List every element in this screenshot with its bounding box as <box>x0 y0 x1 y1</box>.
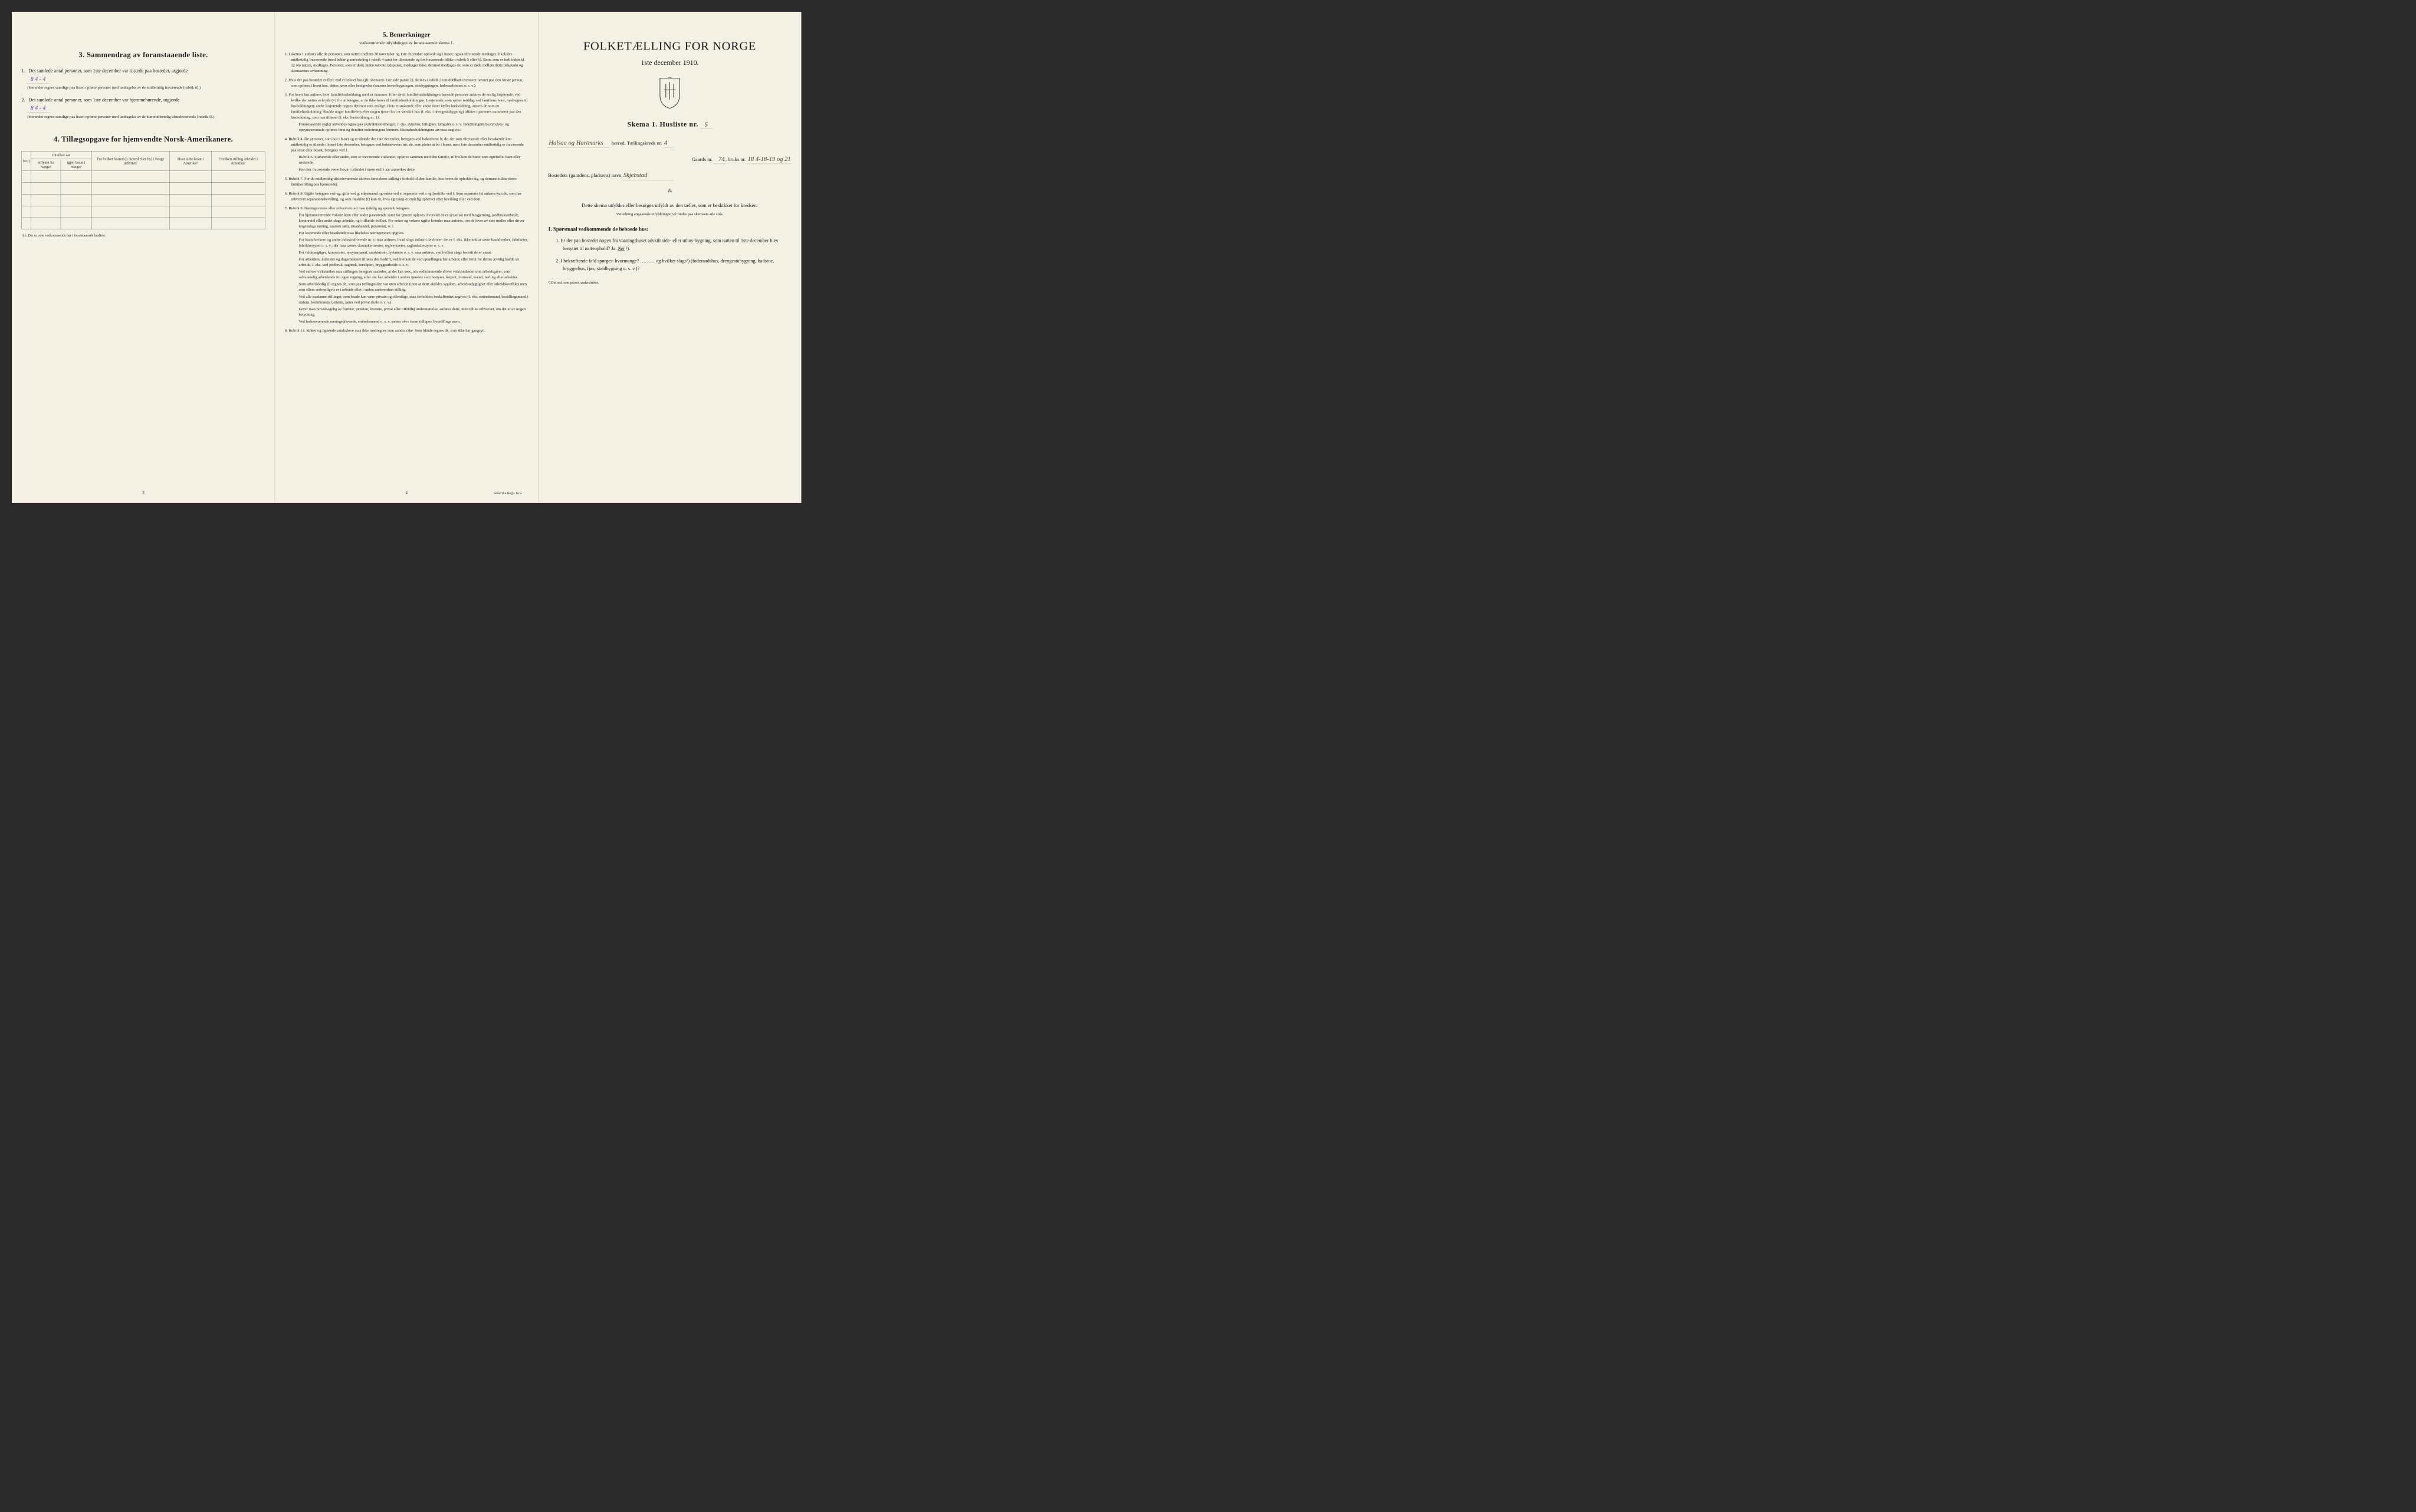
remark-item: 4. Rubrik 4. De personer, som bor i huse… <box>285 136 528 172</box>
bruks-label: bruks nr. <box>728 156 746 162</box>
table-body <box>22 171 265 229</box>
panel-right: FOLKETÆLLING FOR NORGE 1ste december 191… <box>538 12 801 503</box>
th-position: I hvilken stilling arbeidet i Amerika? <box>211 152 265 171</box>
skema-label: Skema 1. Husliste nr. <box>627 120 698 128</box>
question-block: 1. Spørsmaal vedkommende de beboede hus:… <box>548 226 792 273</box>
item-number: 1. <box>22 67 28 74</box>
husliste-nr: 5 <box>701 121 713 129</box>
table-row <box>22 194 265 206</box>
gaards-label: Gaards nr. <box>692 156 713 162</box>
remark-item: 5. Rubrik 7. For de midlertidig tilstede… <box>285 176 528 187</box>
q-heading: 1. Spørsmaal vedkommende de beboede hus: <box>548 226 792 232</box>
emigrant-table: Nr.¹) I hvilket aar Fra hvilket bosted (… <box>22 152 265 229</box>
remarks-list: 1. I skema 1 anføres alle de personer, s… <box>285 51 528 334</box>
item1-note: (Herunder regnes samtlige paa listen opf… <box>27 85 265 90</box>
item2-value: 8 4 - 4 <box>27 103 50 112</box>
table-row <box>22 183 265 195</box>
q1-answer: Nei <box>618 246 624 251</box>
table-head: Nr.¹) I hvilket aar Fra hvilket bosted (… <box>22 152 265 171</box>
census-date: 1ste december 1910. <box>548 58 792 67</box>
section5-subtitle: vedkommende utfyldningen av foranstaaend… <box>285 40 528 45</box>
bosted-row: Bostedets (gaardens, pladsens) navn Skje… <box>548 170 792 180</box>
th-year: I hvilket aar <box>31 152 91 159</box>
remark-item: 3. For hvert hus anføres hver familiehus… <box>285 92 528 133</box>
gaards-nr: 74 <box>714 154 726 164</box>
th-where: Hvor sidst bosat i Amerika? <box>170 152 211 171</box>
instruction-sub: Veiledning angaaende utfyldningen vil fi… <box>548 212 792 217</box>
remark-item: 8. Rubrik 14. Sinker og lignende aandssl… <box>285 328 528 334</box>
item-number: 2. <box>22 96 28 103</box>
section3-title: 3. Sammendrag av foranstaaende liste. <box>22 51 265 60</box>
herred-label: herred. Tællingskreds nr. <box>612 140 662 146</box>
divider-ornament: ⁂ <box>548 188 792 194</box>
item1-value: 8 4 - 4 <box>27 74 50 83</box>
coat-of-arms <box>548 76 792 110</box>
remark-item: 7. Rubrik 9. Næringsveiens eller erhverv… <box>285 205 528 324</box>
question-2: 2. I bekræftende fald spørges: hvormange… <box>556 257 792 272</box>
q1-text: 1. Er der paa bostedet nogen fra vaaning… <box>556 238 778 251</box>
remark-item: 1. I skema 1 anføres alle de personer, s… <box>285 51 528 74</box>
main-title: FOLKETÆLLING FOR NORGE <box>548 39 792 52</box>
herred-value: Halsaa og Hartmarks <box>548 138 610 148</box>
gaards-row: Gaards nr. 74, bruks nr. 18 4-18-19 og 2… <box>548 154 792 164</box>
instruction-text: Dette skema utfyldes eller besørges utfy… <box>548 201 792 209</box>
section4-title: 4. Tillægsopgave for hjemvendte Norsk-Am… <box>22 135 265 144</box>
th-nr: Nr.¹) <box>22 152 31 171</box>
bosted-value: Skjebstad <box>623 170 674 180</box>
th-sub-emigrated: utflyttet fra Norge? <box>31 159 61 171</box>
th-from: Fra hvilket bosted (ɔ: herred eller by) … <box>91 152 170 171</box>
document-container: 3. Sammendrag av foranstaaende liste. 1.… <box>12 12 801 503</box>
table-row <box>22 171 265 183</box>
footnote: ¹) Det ord, som passer, understrekes. <box>548 281 792 285</box>
printer-credit: Steen'ske Bogtr. Kr.a. <box>494 491 523 495</box>
page-number-3: 3 <box>142 490 145 495</box>
crest-svg <box>656 76 683 109</box>
herred-row: Halsaa og Hartmarks herred. Tællingskred… <box>548 138 792 148</box>
bruks-nr: 18 4-18-19 og 21 <box>747 154 792 164</box>
remark-item: 2. Hvis der paa bostedet er flere end ét… <box>285 77 528 88</box>
kreds-nr: 4 <box>664 138 674 148</box>
item2-text: Det samlede antal personer, som 1ste dec… <box>28 97 179 103</box>
q1-sup: ¹). <box>625 246 630 251</box>
page-number-4: 4 <box>405 490 408 495</box>
q-heading-text: 1. Spørsmaal vedkommende de beboede hus: <box>548 226 648 232</box>
table-footnote: ¹) ɔ: Det nr. som vedkommende har i fora… <box>22 234 265 238</box>
remark-item: 6. Rubrik 8. Ugifte betegnes ved ug, gif… <box>285 190 528 202</box>
summary-item-2: 2. Det samlede antal personer, som 1ste … <box>22 96 265 119</box>
item2-note: (Herunder regnes samtlige paa listen opf… <box>27 114 265 119</box>
question-1: 1. Er der paa bostedet nogen fra vaaning… <box>556 237 792 252</box>
table-row <box>22 218 265 229</box>
summary-item-1: 1. Det samlede antal personer, som 1ste … <box>22 67 265 90</box>
panel-left: 3. Sammendrag av foranstaaende liste. 1.… <box>12 12 275 503</box>
table-row <box>22 206 265 218</box>
th-sub-returned: igjen bosat i Norge? <box>61 159 91 171</box>
skema-line: Skema 1. Husliste nr. 5 <box>548 120 792 128</box>
bosted-label: Bostedets (gaardens, pladsens) navn <box>548 172 621 178</box>
panel-center: 5. Bemerkninger vedkommende utfyldningen… <box>275 12 538 503</box>
section5-title: 5. Bemerkninger <box>285 31 528 39</box>
item1-text: Det samlede antal personer, som 1ste dec… <box>28 68 188 73</box>
